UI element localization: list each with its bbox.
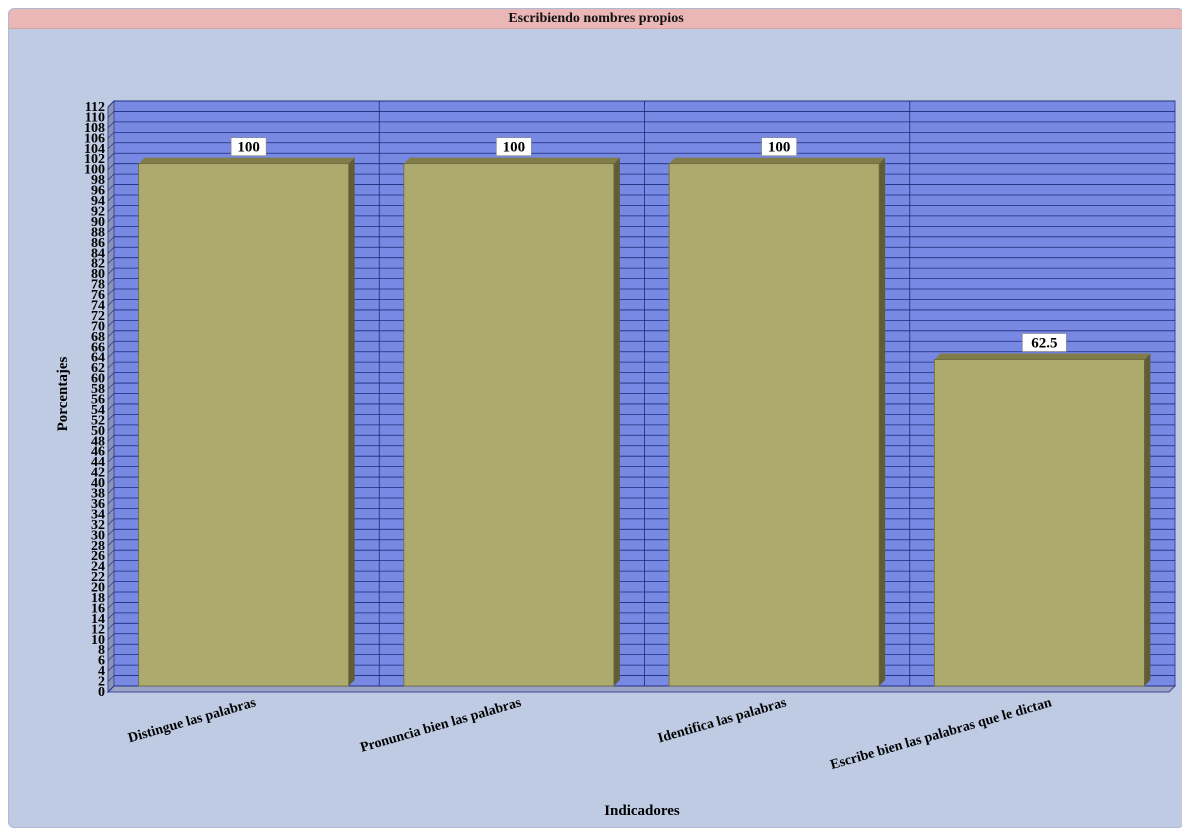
bar: [139, 164, 349, 686]
x-tick-label: Identifica las palabras: [656, 695, 789, 746]
y-axis-label: Porcentajes: [55, 356, 71, 431]
bar-side: [349, 158, 355, 686]
bar-top: [139, 158, 355, 164]
y-tick-label: 112: [85, 100, 105, 115]
bar-side: [1144, 354, 1150, 686]
bar-chart: 0246810121416182022242628303234363840424…: [9, 9, 1182, 827]
x-tick-label: Pronuncia bien las palabras: [359, 695, 524, 755]
value-label: 100: [503, 140, 526, 156]
x-tick-label: Distingue las palabras: [126, 695, 258, 746]
bar: [404, 164, 614, 686]
bar-side: [879, 158, 885, 686]
x-axis-label: Indicadores: [604, 803, 680, 819]
bar: [934, 360, 1144, 686]
value-label: 100: [768, 140, 791, 156]
bar: [669, 164, 879, 686]
value-label: 62.5: [1031, 336, 1057, 352]
bar-side: [614, 158, 620, 686]
bar-top: [404, 158, 620, 164]
bar-top: [669, 158, 885, 164]
value-label: 100: [237, 140, 260, 156]
x-tick-label: Escribe bien las palabras que le dictan: [829, 695, 1054, 773]
plot-floor: [108, 686, 1175, 692]
chart-panel: Escribiendo nombres propios 0 2 4 6 8 10 12 14 1…: [8, 8, 1182, 828]
bar-top: [934, 354, 1150, 360]
